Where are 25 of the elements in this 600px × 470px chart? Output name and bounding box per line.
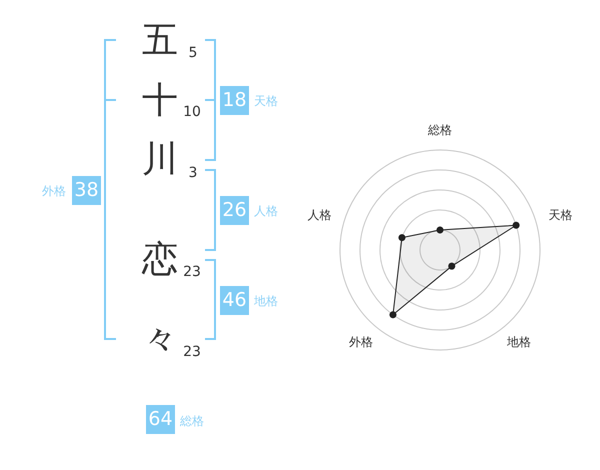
text: 総格: [180, 414, 204, 428]
text: 38: [74, 179, 99, 201]
text: 恋: [142, 239, 178, 280]
text: 23: [183, 264, 201, 280]
text: 天格: [254, 94, 278, 108]
text: 46: [222, 289, 247, 311]
text: 外格: [42, 184, 66, 198]
spoke-label: 地格: [506, 335, 532, 350]
text: 26: [222, 199, 247, 221]
text: 18: [222, 89, 247, 111]
spoke-label: 外格: [348, 335, 373, 350]
text: 64: [148, 408, 173, 430]
text: 5: [188, 45, 198, 61]
text: 々: [142, 319, 178, 360]
spoke-label: 人格: [308, 208, 332, 222]
text: 川: [142, 139, 178, 180]
text: 10: [183, 104, 201, 120]
spoke-label: 天格: [548, 208, 572, 222]
text: 人格: [254, 204, 278, 218]
text: 五: [142, 20, 178, 61]
text: 十: [142, 80, 178, 121]
spoke-label: 総格: [427, 123, 452, 137]
text: 地格: [254, 294, 278, 308]
text: 3: [188, 165, 198, 181]
text: 23: [183, 344, 201, 360]
